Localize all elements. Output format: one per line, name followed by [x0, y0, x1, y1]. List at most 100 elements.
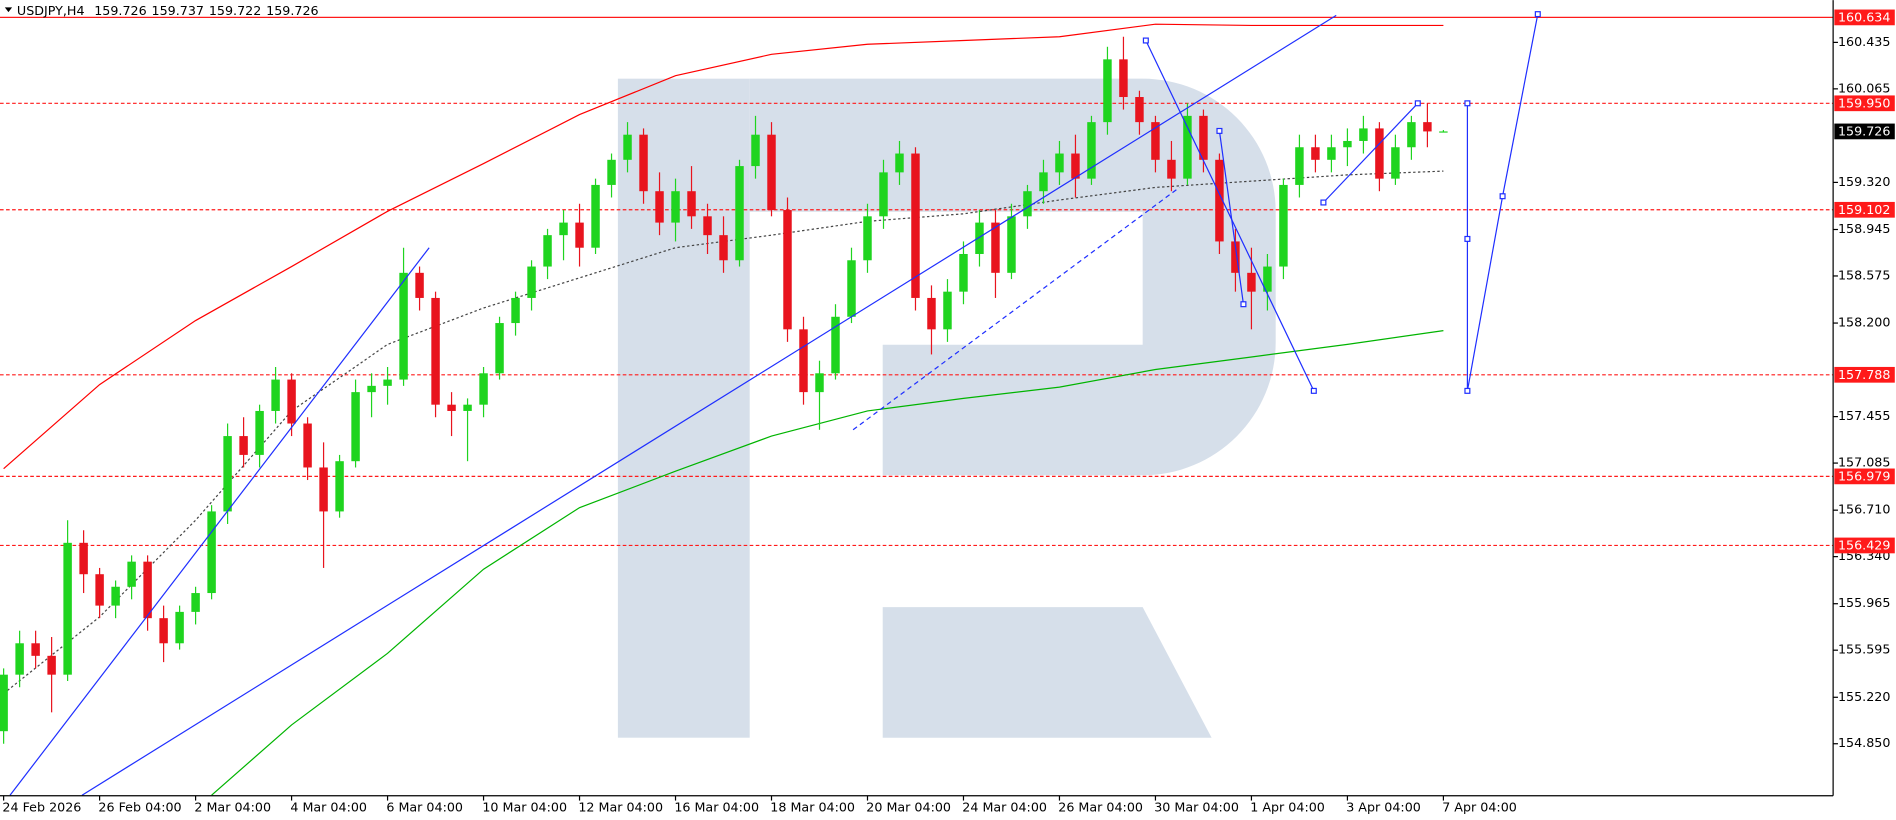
y-tick-label: 157.085	[1838, 455, 1890, 470]
watermark-leg	[882, 607, 1212, 738]
anchor-marker	[1216, 127, 1223, 134]
trend-line	[852, 186, 1180, 431]
candle-body	[1055, 153, 1064, 173]
candle-body	[975, 222, 984, 254]
symbol: USDJPY,H4	[17, 2, 85, 17]
y-tick-label: 155.965	[1838, 595, 1890, 610]
candle-body	[271, 379, 280, 411]
anchor-marker	[1320, 199, 1327, 206]
y-tick-label: 160.435	[1838, 34, 1890, 49]
x-tick-label: 10 Mar 04:00	[482, 799, 567, 814]
anchor-marker	[1464, 100, 1471, 107]
candle-body	[815, 373, 824, 393]
level-label: 156.979	[1838, 468, 1890, 483]
candle-body	[1023, 191, 1032, 217]
candle-body	[879, 172, 888, 217]
x-tick-label: 16 Mar 04:00	[674, 799, 759, 814]
candle-body	[959, 253, 968, 292]
candle-body	[175, 611, 184, 644]
candle-body	[351, 392, 360, 462]
candle-body	[15, 643, 24, 675]
x-tick-label: 30 Mar 04:00	[1154, 799, 1239, 814]
candle-body	[1151, 122, 1160, 160]
x-tick-label: 20 Mar 04:00	[866, 799, 951, 814]
candle-body	[191, 593, 200, 612]
candle-body	[591, 184, 600, 248]
y-tick-label: 155.595	[1838, 642, 1890, 657]
anchor-marker	[1142, 37, 1149, 44]
candle-body	[1439, 131, 1448, 133]
x-tick-label: 12 Mar 04:00	[578, 799, 663, 814]
header-high: 159.737	[152, 2, 204, 17]
level-label-box	[1834, 366, 1895, 383]
candle-body	[847, 260, 856, 317]
y-tick-label: 159.320	[1838, 174, 1890, 189]
candle-body	[1199, 115, 1208, 160]
candle-body	[95, 574, 104, 606]
candle-body	[415, 272, 424, 298]
anchor-marker	[1240, 301, 1247, 308]
x-tick-label: 26 Feb 04:00	[98, 799, 181, 814]
level-label-box	[1834, 9, 1895, 26]
candle-body	[1071, 153, 1080, 179]
candle-body	[383, 379, 392, 386]
anchor-marker	[1534, 11, 1541, 18]
y-tick-label: 158.945	[1838, 221, 1890, 236]
candle-body	[687, 191, 696, 217]
candle-body	[1343, 140, 1352, 148]
level-label: 160.634	[1838, 10, 1890, 25]
candle-body	[943, 291, 952, 330]
candle-body	[511, 297, 520, 324]
current-price-label: 159.726	[1838, 124, 1890, 139]
candle-body	[287, 379, 296, 424]
trend-line	[1145, 40, 1315, 392]
candle-body	[735, 166, 744, 261]
candle-body	[1327, 147, 1336, 160]
level-label-box	[1834, 201, 1895, 218]
candle-body	[1007, 216, 1016, 273]
x-tick-label: 3 Apr 04:00	[1346, 799, 1421, 814]
candle-body	[127, 561, 136, 587]
y-tick-label: 160.065	[1838, 80, 1890, 95]
candle-body	[303, 423, 312, 468]
candle-body	[1135, 97, 1144, 123]
y-tick-label: 155.220	[1838, 689, 1890, 704]
candle-body	[607, 159, 616, 185]
candle-body	[1423, 122, 1432, 132]
x-tick-label: 26 Mar 04:00	[1058, 799, 1143, 814]
trend-line	[1218, 130, 1245, 305]
candle-body	[1279, 184, 1288, 267]
candle-body	[719, 235, 728, 261]
level-label: 159.102	[1838, 202, 1890, 217]
trend-line	[1322, 102, 1419, 203]
candle-body	[207, 511, 216, 594]
trend-line	[9, 247, 430, 796]
candle-body	[1391, 147, 1400, 179]
candle-body	[479, 373, 488, 405]
candle-body	[703, 216, 712, 236]
candle-body	[623, 134, 632, 160]
candle-body	[655, 191, 664, 223]
candle-body	[463, 404, 472, 411]
candle-body	[639, 134, 648, 192]
level-label-box	[1834, 468, 1895, 485]
candle-body	[79, 542, 88, 575]
candle-body	[1039, 172, 1048, 192]
candle-body	[895, 153, 904, 173]
x-tick-label: 18 Mar 04:00	[770, 799, 855, 814]
plot	[0, 11, 1834, 796]
x-tick-label: 2 Mar 04:00	[194, 799, 271, 814]
candle-body	[0, 674, 8, 732]
candle-body	[399, 272, 408, 380]
candle-body	[1087, 122, 1096, 179]
trend-line	[81, 14, 1337, 796]
candle-body	[1295, 147, 1304, 185]
candle-body	[1263, 266, 1272, 292]
watermark-bar	[617, 78, 750, 738]
candle-body	[335, 461, 344, 512]
level-label: 157.788	[1838, 367, 1890, 382]
candle-body	[927, 297, 936, 330]
level-label: 156.429	[1838, 538, 1890, 553]
watermark-bowl	[617, 78, 1276, 476]
